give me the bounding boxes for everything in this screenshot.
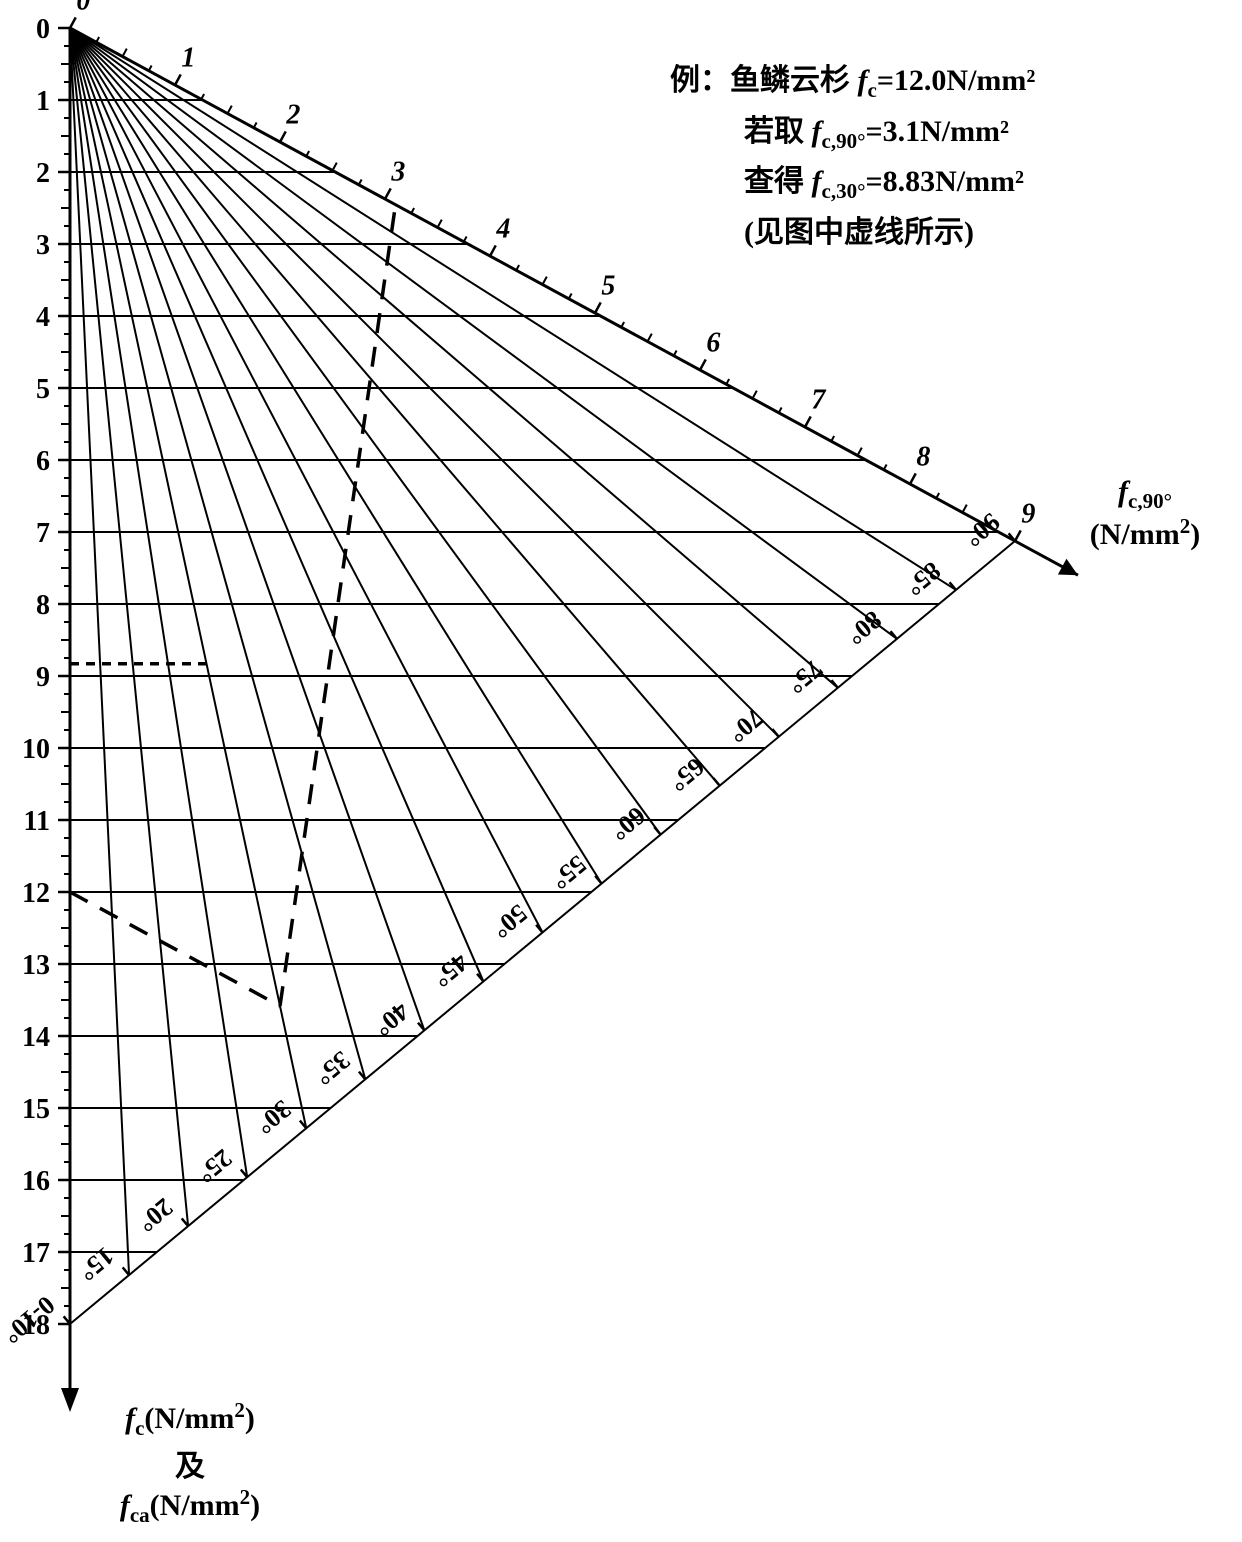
svg-text:0: 0 (76, 0, 90, 16)
example-line3-prefix: 查得 (744, 165, 812, 198)
example-prefix: 例： (670, 64, 730, 97)
example-line1-val: =12.0N/mm² (877, 64, 1036, 97)
svg-text:1: 1 (36, 86, 50, 117)
svg-text:20°: 20° (132, 1192, 179, 1238)
vert-axis-label: fc(N/mm2) 及 fca(N/mm2) (90, 1398, 290, 1528)
svg-text:2: 2 (36, 158, 50, 189)
example-line1-prefix: 鱼鳞云杉 (730, 64, 858, 97)
svg-text:13: 13 (22, 950, 50, 981)
svg-text:10: 10 (22, 734, 50, 765)
svg-text:0: 0 (36, 14, 50, 45)
svg-text:75°: 75° (782, 654, 829, 700)
svg-text:85°: 85° (900, 556, 947, 602)
svg-text:17: 17 (22, 1238, 50, 1269)
example-line2-prefix: 若取 (744, 115, 812, 148)
svg-text:8: 8 (916, 441, 930, 472)
svg-text:6: 6 (706, 327, 720, 358)
svg-text:8: 8 (36, 590, 50, 621)
svg-text:65°: 65° (664, 752, 711, 798)
svg-text:70°: 70° (723, 703, 770, 749)
svg-text:80°: 80° (841, 605, 888, 651)
svg-text:3: 3 (36, 230, 50, 261)
svg-text:9: 9 (1021, 498, 1035, 529)
svg-text:35°: 35° (309, 1045, 356, 1091)
svg-text:3: 3 (390, 156, 405, 187)
svg-text:15°: 15° (73, 1241, 120, 1287)
svg-text:7: 7 (36, 518, 50, 549)
svg-text:15: 15 (22, 1094, 50, 1125)
svg-text:50°: 50° (486, 899, 533, 945)
svg-text:2: 2 (285, 99, 300, 130)
svg-text:12: 12 (22, 878, 50, 909)
svg-text:9: 9 (36, 662, 50, 693)
svg-text:1: 1 (181, 42, 195, 73)
example-line3-val: =8.83N/mm² (865, 165, 1024, 198)
svg-text:11: 11 (24, 806, 50, 837)
svg-text:14: 14 (22, 1022, 50, 1053)
svg-text:5: 5 (601, 270, 615, 301)
svg-text:45°: 45° (427, 948, 474, 994)
example-line2-val: =3.1N/mm² (865, 115, 1009, 148)
svg-text:16: 16 (22, 1166, 50, 1197)
svg-text:5: 5 (36, 374, 50, 405)
svg-text:60°: 60° (605, 801, 652, 847)
svg-text:30°: 30° (250, 1094, 297, 1140)
svg-text:6: 6 (36, 446, 50, 477)
svg-text:7: 7 (811, 384, 826, 415)
diag-axis-label: fc,90° (N/mm2) (1060, 475, 1230, 552)
example-line4: (见图中虚线所示) (670, 210, 1190, 257)
svg-text:4: 4 (36, 302, 50, 333)
svg-text:4: 4 (495, 213, 510, 244)
svg-text:25°: 25° (191, 1143, 238, 1189)
example-box: 例：鱼鳞云杉 fc=12.0N/mm² 若取 fc,90°=3.1N/mm² 查… (670, 58, 1190, 258)
